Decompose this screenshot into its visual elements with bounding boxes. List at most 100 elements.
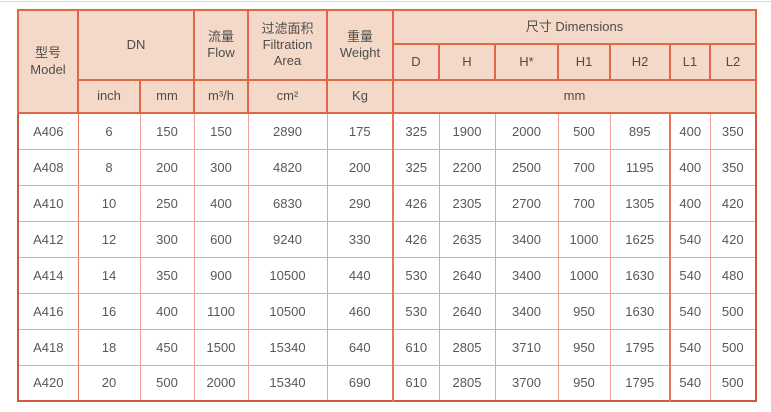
value-cell: 500 <box>709 364 757 402</box>
value-cell: 400 <box>139 292 195 330</box>
value-cell: 400 <box>193 184 249 222</box>
value-cell: 400 <box>669 112 711 150</box>
table-row: A406 6 150 150 2890 175 325 1900 2000 500 895 400 35… <box>17 112 757 150</box>
value-cell: 610 <box>392 364 440 402</box>
table-header: 型号 Model DN 流量 Flow 过滤面积 Filtration Area… <box>17 9 757 114</box>
model-cell: A406 <box>17 112 79 150</box>
table-row: A408 8 200 300 4820 200 325 2200 2500 700 1195 400 3… <box>17 148 757 186</box>
value-cell: 1100 <box>193 292 249 330</box>
value-cell: 300 <box>193 148 249 186</box>
value-cell: 6830 <box>247 184 328 222</box>
value-cell: 1630 <box>609 292 671 330</box>
table-body: A406 6 150 150 2890 175 325 1900 2000 500 895 400 35… <box>17 112 757 402</box>
value-cell: 1000 <box>557 220 611 258</box>
value-cell: 950 <box>557 364 611 402</box>
value-cell: 200 <box>139 148 195 186</box>
unit-flow: m³/h <box>193 79 249 114</box>
model-cell: A418 <box>17 328 79 366</box>
value-cell: 2000 <box>494 112 559 150</box>
unit-inch: inch <box>77 79 141 114</box>
value-cell: 15340 <box>247 364 328 402</box>
value-cell: 2635 <box>438 220 496 258</box>
model-cell: A412 <box>17 220 79 258</box>
col-header-h1: H1 <box>557 43 611 81</box>
value-cell: 2500 <box>494 148 559 186</box>
col-header-dimensions: 尺寸 Dimensions <box>392 9 757 45</box>
value-cell: 250 <box>139 184 195 222</box>
value-cell: 175 <box>326 112 394 150</box>
value-cell: 2305 <box>438 184 496 222</box>
value-cell: 540 <box>669 364 711 402</box>
value-cell: 426 <box>392 220 440 258</box>
value-cell: 290 <box>326 184 394 222</box>
value-cell: 950 <box>557 328 611 366</box>
value-cell: 3400 <box>494 220 559 258</box>
specification-table: 型号 Model DN 流量 Flow 过滤面积 Filtration Area… <box>17 9 757 402</box>
value-cell: 150 <box>193 112 249 150</box>
col-header-weight: 重量 Weight <box>326 9 394 81</box>
table-row: A418 18 450 1500 15340 640 610 2805 3710 950 1795 5… <box>17 328 757 366</box>
value-cell: 450 <box>139 328 195 366</box>
value-cell: 690 <box>326 364 394 402</box>
value-cell: 1195 <box>609 148 671 186</box>
col-header-h: H <box>438 43 496 81</box>
value-cell: 400 <box>669 148 711 186</box>
table-row: A420 20 500 2000 15340 690 610 2805 3700 950 1795 5… <box>17 364 757 402</box>
header-row-dimension-cols: D H H* H1 H2 L1 L2 <box>18 43 757 81</box>
header-row-groups: 型号 Model DN 流量 Flow 过滤面积 Filtration Area… <box>17 9 757 114</box>
value-cell: 350 <box>709 148 757 186</box>
col-header-l2: L2 <box>709 43 757 81</box>
value-cell: 1625 <box>609 220 671 258</box>
value-cell: 2640 <box>438 292 496 330</box>
value-cell: 1630 <box>609 256 671 294</box>
value-cell: 14 <box>77 256 141 294</box>
value-cell: 8 <box>77 148 141 186</box>
value-cell: 640 <box>326 328 394 366</box>
value-cell: 530 <box>392 292 440 330</box>
value-cell: 3400 <box>494 292 559 330</box>
table-row: A414 14 350 900 10500 440 530 2640 3400 1000 1630 5… <box>17 256 757 294</box>
value-cell: 500 <box>557 112 611 150</box>
value-cell: 3400 <box>494 256 559 294</box>
value-cell: 10500 <box>247 256 328 294</box>
value-cell: 18 <box>77 328 141 366</box>
value-cell: 1795 <box>609 328 671 366</box>
value-cell: 2805 <box>438 364 496 402</box>
value-cell: 10500 <box>247 292 328 330</box>
col-header-dn: DN <box>77 9 195 81</box>
value-cell: 540 <box>669 220 711 258</box>
value-cell: 500 <box>709 328 757 366</box>
value-cell: 4820 <box>247 148 328 186</box>
value-cell: 900 <box>193 256 249 294</box>
value-cell: 2000 <box>193 364 249 402</box>
value-cell: 610 <box>392 328 440 366</box>
top-divider-line <box>0 1 771 2</box>
value-cell: 1500 <box>193 328 249 366</box>
col-header-d: D <box>392 43 440 81</box>
value-cell: 3700 <box>494 364 559 402</box>
col-header-h-star: H* <box>494 43 559 81</box>
value-cell: 200 <box>326 148 394 186</box>
col-header-model: 型号 Model <box>17 9 79 114</box>
col-header-filtration-area: 过滤面积 Filtration Area <box>247 9 328 81</box>
value-cell: 440 <box>326 256 394 294</box>
value-cell: 540 <box>669 328 711 366</box>
value-cell: 350 <box>139 256 195 294</box>
value-cell: 895 <box>609 112 671 150</box>
value-cell: 2640 <box>438 256 496 294</box>
value-cell: 700 <box>557 184 611 222</box>
model-cell: A420 <box>17 364 79 402</box>
value-cell: 700 <box>557 148 611 186</box>
col-header-h2: H2 <box>609 43 671 81</box>
value-cell: 1305 <box>609 184 671 222</box>
value-cell: 950 <box>557 292 611 330</box>
value-cell: 300 <box>139 220 195 258</box>
value-cell: 330 <box>326 220 394 258</box>
col-header-flow: 流量 Flow <box>193 9 249 81</box>
value-cell: 20 <box>77 364 141 402</box>
value-cell: 16 <box>77 292 141 330</box>
value-cell: 1795 <box>609 364 671 402</box>
model-cell: A416 <box>17 292 79 330</box>
value-cell: 2200 <box>438 148 496 186</box>
header-row-units: inch mm m³/h cm² Kg mm <box>18 79 757 114</box>
